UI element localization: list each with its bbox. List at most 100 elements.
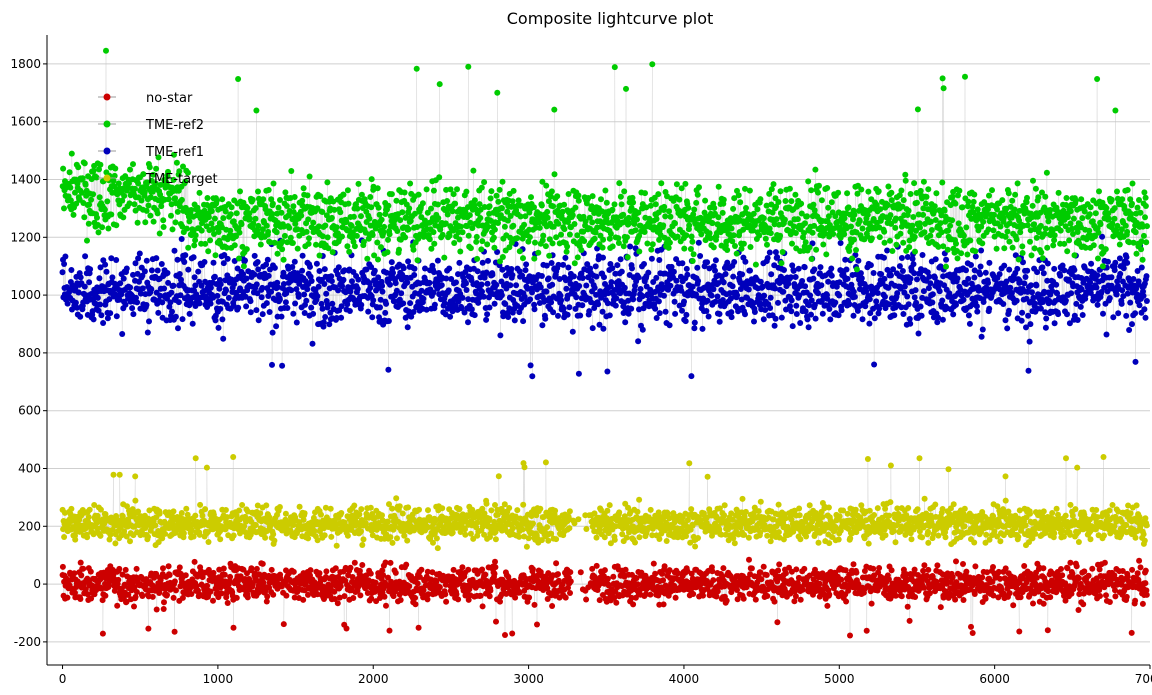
data-point (497, 598, 503, 605)
data-point (387, 534, 394, 541)
data-point (666, 567, 673, 574)
data-point (1112, 593, 1119, 600)
data-point (158, 261, 165, 267)
data-point (815, 539, 822, 546)
data-point (1128, 629, 1135, 636)
data-point (217, 305, 224, 312)
data-point (908, 536, 915, 543)
data-point (792, 593, 799, 600)
data-point (165, 563, 172, 570)
data-point (64, 300, 71, 307)
data-point (132, 497, 139, 504)
data-point (175, 299, 182, 306)
data-point (114, 602, 121, 609)
data-point (280, 621, 287, 628)
data-point (1067, 559, 1074, 566)
data-point (1015, 533, 1022, 540)
data-point (1101, 532, 1107, 539)
data-point (119, 331, 126, 337)
data-point (835, 536, 842, 543)
data-point (425, 591, 432, 598)
data-point (171, 247, 178, 254)
data-point (1076, 575, 1082, 582)
data-point (164, 591, 170, 598)
data-point (836, 513, 843, 520)
data-point (77, 596, 84, 602)
data-point (214, 292, 221, 299)
data-point (1123, 522, 1130, 529)
data-point (1022, 522, 1029, 529)
data-point (925, 539, 932, 546)
data-point (1109, 502, 1116, 508)
data-point (949, 573, 956, 580)
data-point (709, 568, 716, 575)
data-point (387, 559, 394, 566)
data-point (492, 536, 499, 543)
data-point (937, 604, 944, 611)
data-point (650, 560, 657, 567)
data-point (197, 501, 204, 508)
data-point (926, 590, 933, 597)
data-point (745, 534, 752, 541)
data-point (888, 567, 895, 574)
data-point (120, 275, 127, 282)
data-point (211, 273, 218, 280)
data-point (544, 524, 551, 531)
data-point (264, 256, 271, 263)
data-point (436, 584, 443, 591)
data-point (843, 598, 850, 605)
data-point (544, 596, 551, 602)
data-point (420, 587, 427, 594)
data-point (68, 267, 75, 273)
data-point (636, 534, 643, 541)
data-point (368, 595, 375, 602)
data-point (465, 566, 472, 573)
data-point (307, 263, 313, 270)
data-point (90, 316, 97, 323)
data-point (882, 505, 889, 512)
data-point (1124, 573, 1131, 580)
data-point (462, 531, 469, 538)
data-point (100, 320, 107, 326)
data-point (613, 599, 620, 606)
data-point (87, 266, 94, 273)
data-point (183, 505, 190, 512)
data-point (110, 471, 117, 478)
data-point (192, 455, 199, 462)
data-point (968, 623, 974, 630)
data-point (775, 501, 782, 508)
data-point (771, 598, 778, 605)
data-point (636, 496, 643, 503)
data-point (301, 510, 308, 517)
data-point (363, 572, 370, 579)
data-point (259, 311, 266, 318)
data-point (945, 466, 952, 473)
data-point (763, 572, 770, 578)
data-point (338, 314, 345, 321)
data-point (296, 503, 303, 510)
data-point (148, 286, 155, 293)
data-point (263, 502, 270, 509)
data-point (853, 569, 860, 576)
data-point (1017, 594, 1024, 601)
data-point (1129, 566, 1136, 573)
data-point (282, 299, 289, 306)
data-point (997, 538, 1004, 545)
data-point (355, 276, 362, 283)
data-point (1097, 593, 1103, 599)
data-point (169, 308, 175, 315)
data-point (129, 579, 136, 586)
data-point (122, 566, 129, 573)
data-point (583, 526, 590, 532)
data-point (748, 565, 755, 572)
data-point (634, 508, 641, 515)
data-point (866, 507, 873, 514)
data-point (329, 300, 336, 307)
data-point (356, 567, 363, 574)
data-point (72, 536, 79, 543)
data-point (61, 261, 68, 267)
data-point (566, 508, 573, 515)
data-point (221, 571, 228, 578)
data-point (116, 471, 123, 478)
data-point (465, 596, 472, 603)
